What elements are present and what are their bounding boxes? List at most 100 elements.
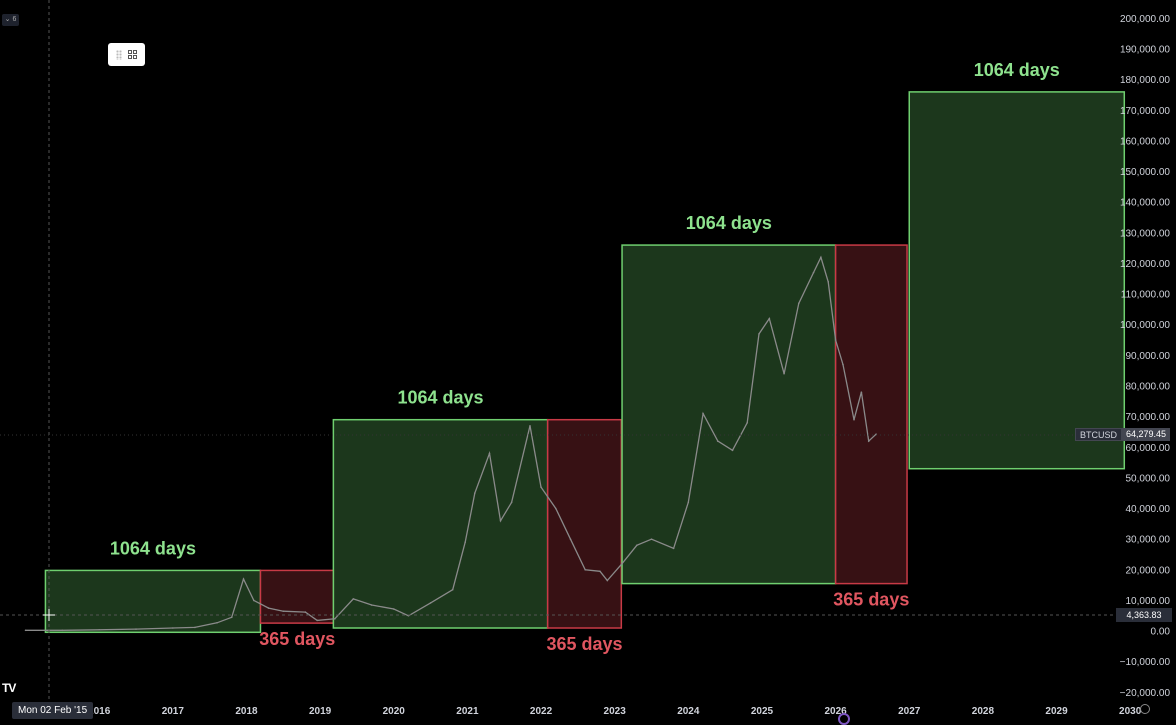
price-point [758, 333, 760, 335]
price-point [488, 452, 491, 455]
price-point [316, 619, 318, 622]
price-point [510, 501, 513, 504]
replay-icon[interactable] [838, 713, 850, 725]
y-tick-label: 10,000.00 [1126, 596, 1171, 607]
bull-cycle-box-2[interactable] [332, 418, 549, 629]
bull-cycle-box-6[interactable] [908, 91, 1126, 470]
price-point [812, 271, 815, 274]
price-point [834, 339, 837, 341]
price-point [860, 391, 863, 393]
price-point [687, 501, 690, 504]
gear-icon[interactable] [1140, 704, 1150, 714]
price-point [216, 622, 218, 624]
price-point [282, 610, 285, 612]
x-tick-label: 2027 [898, 706, 921, 717]
bear-cycle-box-1[interactable] [259, 569, 335, 624]
box-label-4: 1064 days [686, 213, 772, 233]
cycle-box-labels: 1064 days 365 days 1064 days 365 days 1064 d… [110, 60, 1060, 654]
layout-grid-icon[interactable] [127, 49, 138, 60]
y-tick-label: 20,000.00 [1126, 565, 1171, 576]
price-point [867, 440, 870, 442]
price-point [61, 629, 64, 632]
y-tick-label: 90,000.00 [1126, 351, 1171, 362]
price-point [499, 519, 502, 522]
y-tick-label: 80,000.00 [1126, 381, 1171, 392]
y-tick-label: 170,000.00 [1120, 106, 1170, 117]
price-series [24, 255, 877, 632]
x-tick-label: 2018 [235, 706, 258, 717]
price-point [702, 412, 704, 415]
price-point [569, 538, 572, 540]
x-tick-label: 2021 [456, 706, 479, 717]
price-point [370, 604, 373, 606]
price-point [464, 541, 466, 544]
bull-cycle-box-0[interactable] [44, 569, 262, 634]
x-tick-label: 2016 [88, 706, 111, 717]
price-point [650, 538, 653, 540]
y-tick-label: 100,000.00 [1120, 320, 1170, 331]
price-point [392, 608, 395, 610]
price-point [672, 547, 675, 550]
x-tick-label: 2020 [383, 706, 406, 717]
price-point [267, 607, 270, 609]
price-point [783, 372, 785, 375]
y-tick-label: −20,000.00 [1120, 688, 1171, 699]
y-tick-label: 30,000.00 [1126, 535, 1171, 546]
y-tick-label: 150,000.00 [1120, 167, 1170, 178]
box-label-2: 1064 days [397, 388, 483, 408]
price-point [473, 492, 476, 495]
price-point [827, 281, 830, 283]
tradingview-logo-icon[interactable]: TV [2, 681, 16, 695]
price-axis[interactable]: −20,000.00 −10,000.00 0.00 10,000.00 20,000.… [1120, 14, 1171, 699]
bull-cycle-box-4[interactable] [621, 244, 837, 585]
floating-toolbar[interactable] [108, 43, 145, 66]
x-tick-label: 2030 [1119, 706, 1142, 717]
box-label-3: 365 days [546, 634, 622, 654]
price-point [242, 578, 245, 580]
last-price-tag: BTCUSD 64,279.45 [1075, 428, 1171, 441]
price-point [554, 507, 557, 510]
price-point [24, 629, 27, 632]
y-tick-label: 50,000.00 [1126, 473, 1171, 484]
price-point [540, 486, 542, 488]
y-tick-label: 190,000.00 [1120, 45, 1170, 56]
crosshair-cursor-icon [43, 609, 55, 621]
price-point [529, 425, 531, 427]
time-axis[interactable]: 2016 2017 2018 2019 2020 2021 2022 2023 2024 2025… [88, 706, 1142, 717]
crosshair-price-tag: 4,363.83 [1116, 608, 1172, 622]
price-point [606, 579, 609, 582]
price-point [820, 256, 822, 259]
price-point [253, 599, 255, 602]
price-point [230, 616, 233, 619]
box-label-1: 365 days [259, 629, 335, 649]
bear-cycle-box-5[interactable] [834, 244, 908, 585]
price-point [352, 598, 355, 600]
x-tick-label: 2019 [309, 706, 332, 717]
price-point [621, 562, 623, 565]
price-point [853, 418, 855, 421]
interval-tag[interactable]: ⌄ 6 [2, 14, 19, 26]
x-tick-label: 2017 [162, 706, 185, 717]
box-label-0: 1064 days [110, 538, 196, 558]
bear-cycle-box-3[interactable] [546, 418, 623, 629]
price-point [716, 440, 719, 442]
price-point [842, 363, 844, 366]
price-point [584, 569, 587, 571]
box-label-5: 365 days [833, 590, 909, 610]
price-point [768, 317, 771, 320]
y-tick-label: 160,000.00 [1120, 136, 1170, 147]
y-tick-label: 60,000.00 [1126, 443, 1171, 454]
price-point [746, 421, 749, 424]
x-tick-label: 2025 [751, 706, 774, 717]
crosshair [0, 0, 1116, 700]
box-label-6: 1064 days [974, 60, 1060, 80]
price-point [304, 611, 307, 613]
price-point [635, 544, 638, 547]
x-tick-label: 2022 [530, 706, 553, 717]
y-tick-label: 140,000.00 [1120, 198, 1170, 209]
drag-handle-icon[interactable] [115, 49, 122, 60]
y-tick-label: 110,000.00 [1121, 290, 1171, 301]
price-point [797, 302, 800, 305]
price-point [135, 628, 137, 630]
